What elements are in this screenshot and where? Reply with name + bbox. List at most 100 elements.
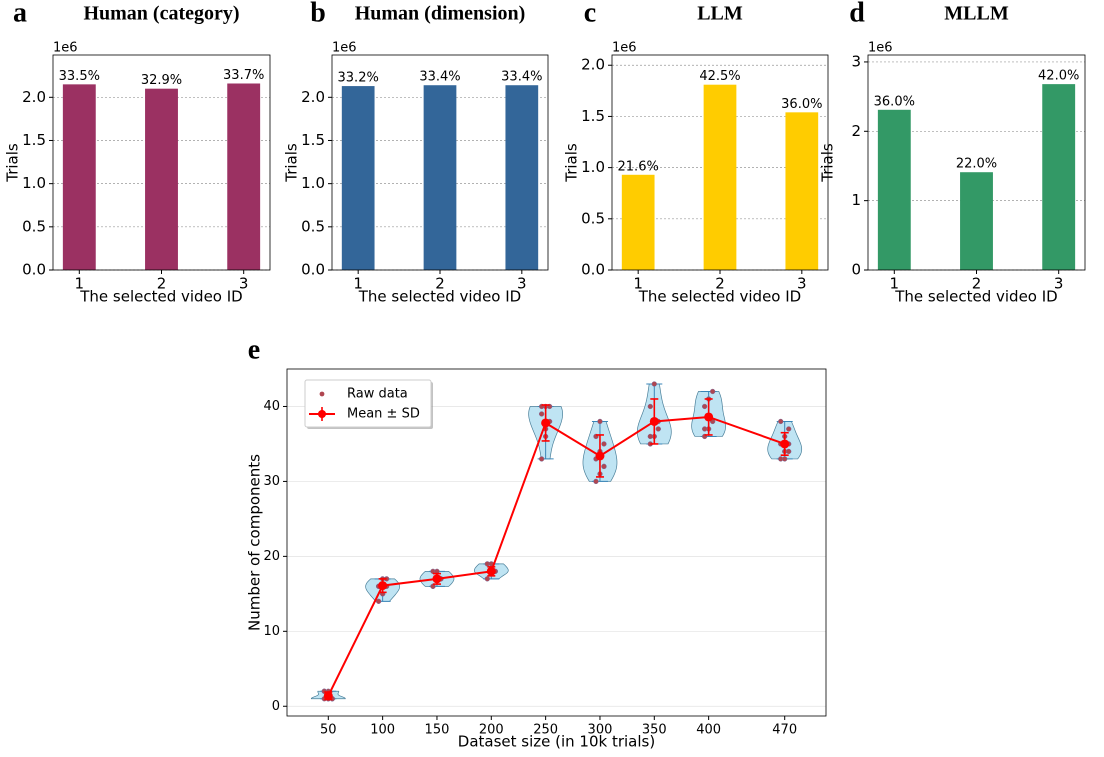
bar — [341, 86, 375, 270]
x-tick-label: 250 — [533, 723, 558, 738]
y-axis-label: Trials — [819, 143, 837, 183]
raw-point — [601, 441, 607, 447]
mean-point — [378, 581, 388, 591]
y-tick-label: 0.5 — [581, 209, 605, 227]
mean-point — [486, 566, 496, 576]
chart-title: Human (dimension) — [355, 3, 526, 25]
y-tick-label: 10 — [263, 624, 280, 639]
offset-label: 1e6 — [868, 41, 893, 56]
y-tick-label: 0.0 — [301, 261, 325, 279]
raw-point — [593, 478, 599, 485]
bar-annotation: 42.0% — [1038, 69, 1079, 84]
y-tick-label: 1.5 — [581, 107, 605, 125]
bar — [145, 88, 178, 270]
offset-label: 1e6 — [612, 41, 637, 56]
legend-label: Mean ± SD — [347, 407, 420, 422]
x-tick-label: 2 — [972, 275, 982, 293]
x-axis-label: The selected video ID — [79, 288, 242, 306]
y-tick-label: 20 — [263, 549, 280, 564]
y-tick-label: 1.0 — [22, 174, 46, 192]
raw-point — [647, 433, 653, 440]
panel-label: d — [849, 0, 865, 28]
y-tick-label: 0.0 — [581, 261, 605, 279]
mean-point — [649, 416, 659, 426]
y-tick-label: 2.0 — [22, 88, 46, 106]
axes-frame — [52, 54, 271, 271]
mean-point — [595, 451, 605, 461]
mean-point — [704, 412, 714, 422]
raw-point — [597, 418, 603, 425]
y-tick-label: 0.5 — [301, 217, 325, 235]
y-axis-label: Number of components — [246, 454, 264, 631]
x-tick-label: 3 — [517, 275, 527, 293]
x-tick-label: 1 — [890, 275, 900, 293]
raw-point — [709, 388, 716, 395]
x-tick-label: 3 — [239, 275, 249, 293]
x-tick-label: 100 — [370, 723, 395, 738]
x-tick-label: 1 — [75, 275, 85, 293]
panel-label: a — [13, 0, 27, 28]
bar — [877, 109, 911, 271]
raw-point — [782, 456, 788, 462]
offset-label: 1e6 — [332, 41, 357, 56]
bar-annotation: 42.5% — [699, 69, 740, 84]
bar-annotation: 22.0% — [956, 157, 997, 172]
y-tick-label: 1.0 — [581, 158, 605, 176]
axes-frame — [286, 368, 827, 717]
bar — [960, 172, 993, 270]
x-tick-label: 400 — [696, 723, 721, 738]
x-tick-label: 300 — [588, 723, 613, 738]
y-axis-label: Trials — [4, 143, 22, 183]
x-tick-label: 3 — [1054, 275, 1064, 293]
y-axis-label: Trials — [283, 143, 301, 183]
chart-title: LLM — [697, 3, 743, 25]
x-tick-label: 1 — [633, 275, 643, 293]
legend-marker — [319, 391, 325, 397]
offset-label: 1e6 — [53, 41, 78, 56]
y-tick-label: 0 — [851, 261, 861, 279]
raw-point — [786, 426, 792, 432]
raw-point — [651, 381, 657, 387]
bar — [505, 85, 539, 270]
mean-point — [541, 418, 551, 428]
axes-frame — [867, 54, 1086, 271]
raw-point — [375, 598, 382, 604]
chart-title: Human (category) — [83, 3, 239, 25]
bar-annotation: 32.9% — [141, 73, 182, 88]
bar-annotation: 33.4% — [501, 70, 542, 85]
y-tick-label: 30 — [263, 474, 280, 489]
mean-point — [780, 439, 790, 449]
bar-annotation: 33.5% — [59, 69, 100, 84]
raw-point — [538, 411, 545, 417]
x-tick-label: 470 — [772, 723, 797, 738]
panel-label: c — [584, 0, 596, 28]
bar — [423, 85, 457, 270]
x-tick-label: 150 — [425, 723, 450, 738]
bar-annotation: 36.0% — [781, 97, 822, 112]
y-tick-label: 40 — [263, 399, 280, 414]
x-tick-label: 2 — [435, 275, 445, 293]
bar-annotation: 21.6% — [618, 159, 659, 174]
y-tick-label: 1 — [851, 191, 861, 209]
x-tick-label: 2 — [715, 275, 725, 293]
x-tick-label: 3 — [797, 275, 807, 293]
x-tick-label: 200 — [479, 723, 504, 738]
legend-label: Raw data — [347, 387, 408, 402]
panel-label: e — [248, 334, 260, 365]
axes-frame — [331, 54, 549, 271]
bar — [621, 174, 655, 270]
legend-box — [304, 379, 432, 428]
mean-point — [432, 574, 442, 584]
x-axis-label: The selected video ID — [894, 288, 1057, 306]
bar-annotation: 36.0% — [874, 94, 915, 109]
bar — [227, 83, 261, 270]
bar-annotation: 33.7% — [223, 68, 264, 83]
y-tick-label: 1.0 — [301, 174, 325, 192]
raw-point — [538, 456, 545, 462]
x-axis-label: The selected video ID — [358, 288, 521, 306]
bar — [703, 84, 737, 270]
x-tick-label: 2 — [157, 275, 167, 293]
y-tick-label: 0.0 — [22, 261, 46, 279]
y-tick-label: 0.5 — [22, 217, 46, 235]
legend-marker — [318, 410, 326, 418]
